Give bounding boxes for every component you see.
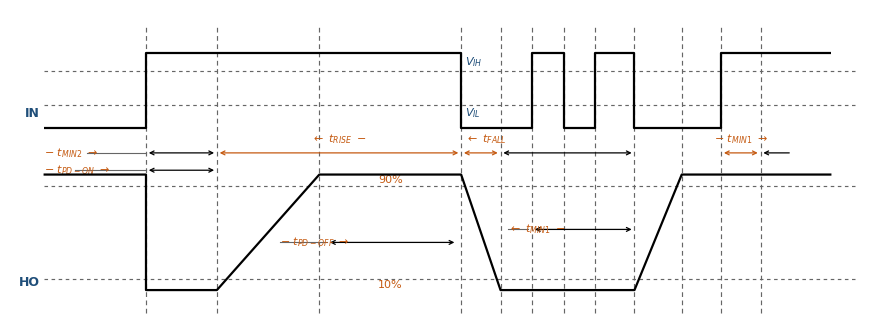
Text: $\leftarrow\ t_{RISE}\ -$: $\leftarrow\ t_{RISE}\ -$ bbox=[312, 132, 367, 146]
Text: HO: HO bbox=[18, 275, 39, 289]
Text: $V_{IH}$: $V_{IH}$ bbox=[466, 55, 483, 69]
Text: IN: IN bbox=[24, 107, 39, 120]
Text: $\leftarrow\ t_{FALL}$: $\leftarrow\ t_{FALL}$ bbox=[466, 132, 507, 146]
Text: $-\ t_{PD-ON}\ \rightarrow$: $-\ t_{PD-ON}\ \rightarrow$ bbox=[44, 163, 110, 177]
Text: $-\ t_{MIN2}\ \rightarrow$: $-\ t_{MIN2}\ \rightarrow$ bbox=[44, 146, 97, 160]
Text: $V_{IL}$: $V_{IL}$ bbox=[466, 107, 481, 121]
Text: $-\ t_{PD-OFF}\ \rightarrow$: $-\ t_{PD-OFF}\ \rightarrow$ bbox=[280, 235, 349, 249]
Text: 10%: 10% bbox=[378, 280, 402, 290]
Text: $\leftarrow\ t_{MIN1}\ -$: $\leftarrow\ t_{MIN1}\ -$ bbox=[508, 223, 566, 236]
Text: 90%: 90% bbox=[378, 175, 402, 185]
Text: $-\ t_{MIN1}\ \rightarrow$: $-\ t_{MIN1}\ \rightarrow$ bbox=[714, 132, 767, 146]
